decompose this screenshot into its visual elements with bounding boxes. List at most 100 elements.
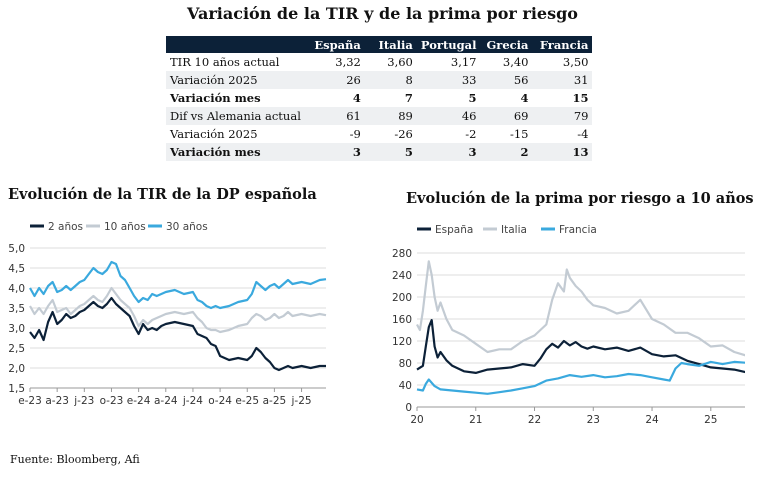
cell-value: 3,40	[502, 55, 529, 69]
cell-value: 5	[364, 143, 417, 161]
x-tick-label: e-25	[235, 395, 259, 407]
series-line-3	[416, 360, 745, 395]
y-tick-label: 200	[392, 292, 412, 304]
x-tick-label: a-23	[45, 395, 69, 407]
col-header-grecia: Grecia	[480, 36, 533, 53]
series-line-1	[29, 296, 326, 372]
cell-value: 3	[416, 143, 481, 161]
x-tick-label: j-25	[291, 395, 312, 407]
main-title: Variación de la TIR y de la prima por ri…	[187, 4, 578, 23]
x-tick-label: 22	[528, 414, 541, 426]
legend-label: 10 años	[104, 221, 146, 233]
x-tick-label: 21	[469, 414, 482, 426]
chart-title-tir: Evolución de la TIR de la DP española	[8, 186, 317, 203]
x-tick-label: e-24	[127, 395, 151, 407]
y-tick-label: 280	[392, 248, 412, 260]
cell-value: 4	[352, 91, 361, 105]
row-label: Variación mes	[170, 91, 261, 105]
cell-value: 26	[304, 71, 365, 89]
legend-label: España	[435, 224, 473, 236]
series-line-2	[29, 286, 327, 334]
cell-value: 3,50	[562, 55, 589, 69]
x-tick-label: a-25	[263, 395, 287, 407]
x-tick-label: 25	[704, 414, 717, 426]
table-row: Variación 2025 26 8 33 56 31	[166, 71, 593, 89]
x-tick-label: o-24	[208, 395, 232, 407]
series-line-2	[416, 260, 745, 357]
x-tick-label: 23	[587, 414, 600, 426]
x-tick-label: o-23	[100, 395, 124, 407]
cell-value: 61	[304, 107, 365, 125]
y-tick-label: 160	[392, 314, 412, 326]
y-tick-label: 4,0	[8, 283, 25, 295]
y-tick-label: 0	[405, 402, 412, 414]
row-label: Variación 2025	[166, 71, 305, 89]
col-header-espana: España	[304, 36, 365, 53]
cell-value: 89	[364, 107, 417, 125]
series-line-3	[29, 260, 327, 310]
y-tick-label: 2,0	[8, 363, 25, 375]
row-label: Variación 2025	[170, 127, 258, 141]
y-tick-label: 3,5	[8, 303, 25, 315]
cell-value: 3,32	[335, 55, 361, 69]
table-row: Variación mes 3 5 3 2 13	[166, 143, 593, 161]
cell-value: -4	[577, 127, 589, 141]
cell-value: 3,60	[387, 55, 413, 69]
legend-label: 2 años	[48, 221, 83, 233]
y-tick-label: 2,5	[8, 343, 25, 355]
x-tick-label: 20	[410, 414, 423, 426]
source-note: Fuente: Bloomberg, Afi	[10, 453, 140, 466]
cell-value: 8	[364, 71, 417, 89]
chart-prima: 280 240 200 160 120 80 40 020 21 22 23 24 25 España It…	[392, 224, 745, 426]
y-tick-label: 240	[392, 270, 412, 282]
table-row: Variación 2025 -9 -26 -2 -15 -4	[166, 125, 592, 143]
cell-value: 3,17	[450, 55, 477, 69]
table-row: Variación mes 4 7 5 4 15	[166, 89, 592, 107]
table-header-row: España Italia Portugal Grecia Francia	[166, 36, 593, 53]
spread-table: España Italia Portugal Grecia Francia TI…	[166, 36, 593, 161]
y-tick-label: 40	[399, 380, 412, 392]
y-tick-label: 4,5	[8, 263, 25, 275]
col-header-italia: Italia	[364, 36, 417, 53]
legend-label: Francia	[559, 224, 597, 236]
cell-value: 33	[416, 71, 481, 89]
cell-value: 3	[304, 143, 365, 161]
row-label: Variación mes	[166, 143, 305, 161]
legend-label: 30 años	[166, 221, 208, 233]
cell-value: 15	[572, 91, 589, 105]
chart-tir: 5,0 4,5 4,0 3,5 3,0 2,5 2,0 1,5e-23 a-23 j-23 o-23…	[8, 221, 327, 407]
x-tick-label: j-24	[182, 395, 203, 407]
cell-value: 7	[404, 91, 413, 105]
cell-value: -15	[509, 127, 529, 141]
chart-title-prima: Evolución de la prima por riesgo a 10 añ…	[406, 190, 754, 207]
cell-value: 79	[532, 107, 593, 125]
x-tick-label: 24	[645, 414, 659, 426]
cell-value: -9	[349, 127, 361, 141]
table-row: Dif vs Alemania actual 61 89 46 69 79	[166, 107, 593, 125]
cell-value: 13	[532, 143, 593, 161]
cell-value: 4	[520, 91, 529, 105]
cell-value: 2	[480, 143, 533, 161]
cell-value: 46	[416, 107, 481, 125]
table-row: TIR 10 años actual 3,32 3,60 3,17 3,40 3…	[166, 53, 592, 71]
x-tick-label: a-24	[154, 395, 178, 407]
y-tick-label: 3,0	[8, 323, 25, 335]
legend-label: Italia	[501, 224, 527, 236]
table-body: TIR 10 años actual 3,32 3,60 3,17 3,40 3…	[166, 53, 593, 161]
y-tick-label: 120	[392, 336, 412, 348]
cell-value: -2	[465, 127, 477, 141]
y-tick-label: 1,5	[8, 383, 25, 395]
row-label: TIR 10 años actual	[170, 55, 280, 69]
col-header-francia: Francia	[532, 36, 593, 53]
cell-value: 31	[532, 71, 593, 89]
cell-value: -26	[394, 127, 413, 141]
x-tick-label: e-23	[18, 395, 42, 407]
y-tick-label: 80	[399, 358, 412, 370]
cell-value: 56	[480, 71, 533, 89]
table-header-blank	[166, 36, 305, 53]
series-line-1	[416, 318, 745, 374]
cell-value: 69	[480, 107, 533, 125]
col-header-portugal: Portugal	[416, 36, 481, 53]
cell-value: 5	[468, 91, 477, 105]
row-label: Dif vs Alemania actual	[166, 107, 305, 125]
